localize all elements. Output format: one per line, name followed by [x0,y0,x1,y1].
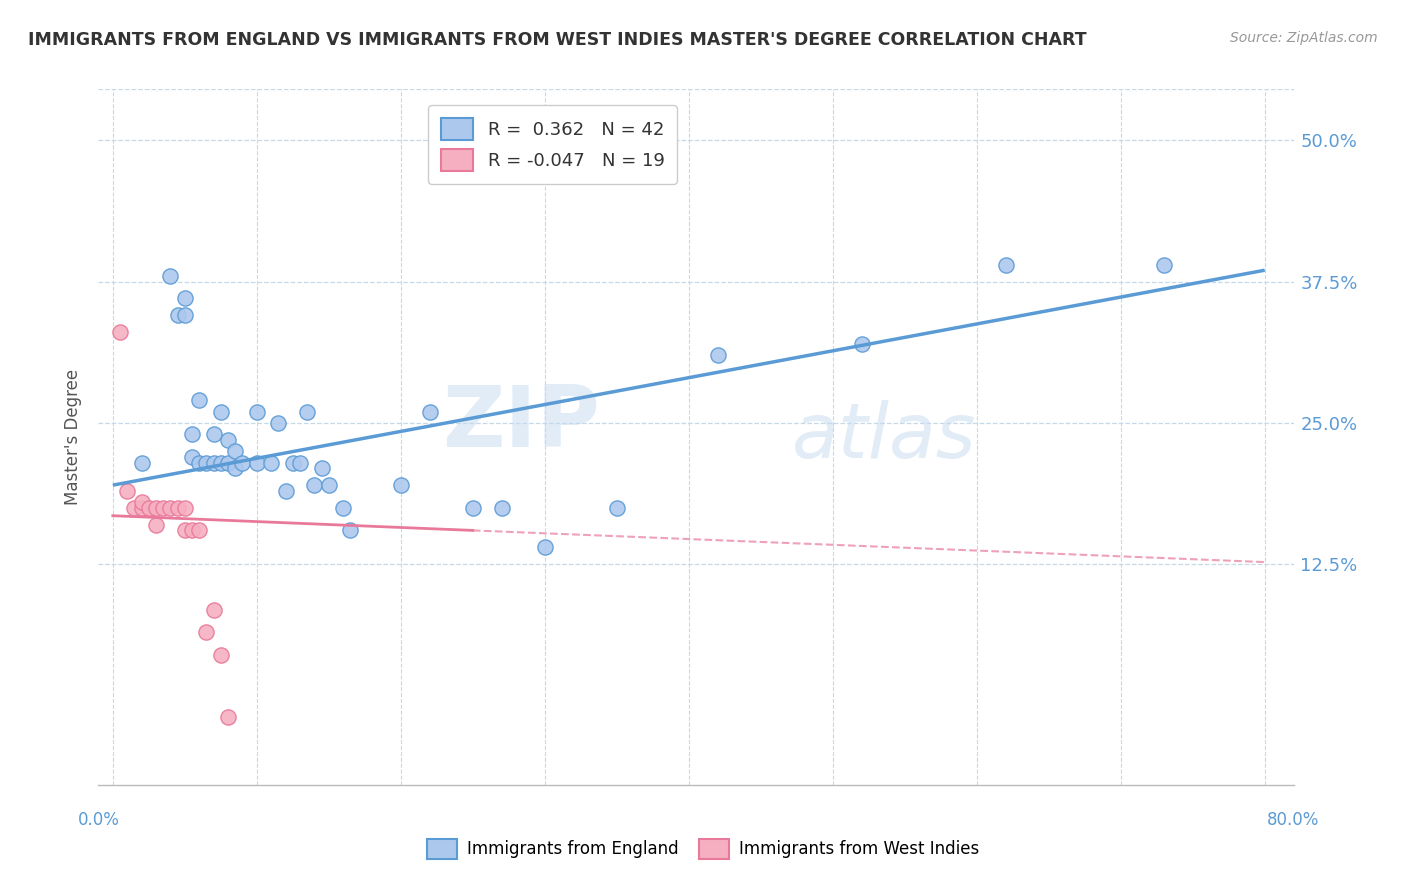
Point [274,483,297,498]
Point [246,404,269,418]
Point [131,500,153,515]
Point [994,258,1017,272]
Point [419,404,441,418]
Text: IMMIGRANTS FROM ENGLAND VS IMMIGRANTS FROM WEST INDIES MASTER'S DEGREE CORRELATI: IMMIGRANTS FROM ENGLAND VS IMMIGRANTS FR… [28,31,1087,49]
Point [181,524,204,538]
Point [159,500,181,515]
Point [318,478,340,492]
Point [260,456,283,470]
Point [304,478,326,492]
Point [281,456,304,470]
Point [202,427,225,442]
Point [173,500,195,515]
Point [209,404,232,418]
Text: atlas: atlas [792,401,976,474]
Point [606,500,628,515]
Point [288,456,311,470]
Point [145,517,167,532]
Text: Source: ZipAtlas.com: Source: ZipAtlas.com [1230,31,1378,45]
Point [108,326,131,340]
Y-axis label: Master's Degree: Master's Degree [65,369,83,505]
Point [202,456,225,470]
Point [188,456,211,470]
Point [115,483,138,498]
Point [195,625,218,640]
Legend: Immigrants from England, Immigrants from West Indies: Immigrants from England, Immigrants from… [420,832,986,866]
Point [311,461,333,475]
Point [224,444,246,458]
Point [461,500,484,515]
Point [131,456,153,470]
Point [195,456,218,470]
Text: 0.0%: 0.0% [77,811,120,829]
Point [173,309,195,323]
Point [131,495,153,509]
Legend: R =  0.362   N = 42, R = -0.047   N = 19: R = 0.362 N = 42, R = -0.047 N = 19 [427,105,678,184]
Point [224,461,246,475]
Point [152,500,174,515]
Point [181,450,204,464]
Point [124,500,146,515]
Point [209,648,232,662]
Point [202,602,225,616]
Point [181,427,204,442]
Point [217,456,239,470]
Point [339,524,361,538]
Point [332,500,354,515]
Text: ZIP: ZIP [443,382,600,465]
Point [246,456,269,470]
Point [173,292,195,306]
Point [231,456,253,470]
Point [217,710,239,724]
Text: 80.0%: 80.0% [1267,811,1320,829]
Point [533,541,555,555]
Point [166,309,188,323]
Point [851,336,873,351]
Point [138,500,160,515]
Point [166,500,188,515]
Point [217,433,239,447]
Point [159,268,181,283]
Point [1153,258,1175,272]
Point [173,524,195,538]
Point [267,416,290,430]
Point [188,393,211,408]
Point [706,348,728,362]
Point [145,500,167,515]
Point [491,500,513,515]
Point [295,404,318,418]
Point [188,524,211,538]
Point [209,456,232,470]
Point [389,478,412,492]
